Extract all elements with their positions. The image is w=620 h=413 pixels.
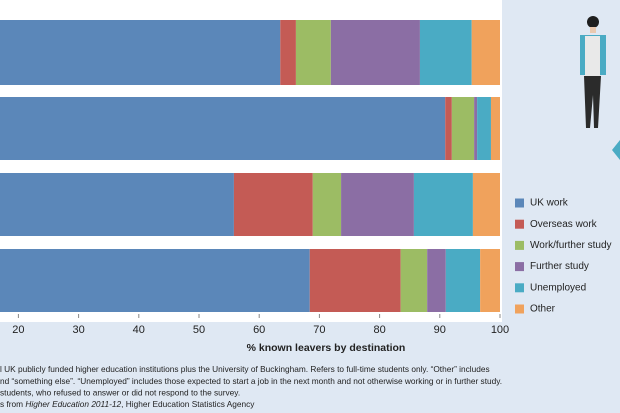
bar-segment bbox=[341, 173, 414, 236]
bar-segment bbox=[480, 249, 500, 312]
bar-segment bbox=[451, 97, 475, 160]
bar-segment bbox=[330, 20, 420, 85]
x-tick-label: 60 bbox=[253, 324, 265, 336]
x-tick-label: 30 bbox=[72, 324, 84, 336]
bar-segment bbox=[413, 173, 473, 236]
bar-segment bbox=[474, 97, 478, 160]
bar-segment bbox=[477, 97, 491, 160]
x-tick-label: 40 bbox=[133, 324, 145, 336]
bar-segment bbox=[419, 20, 472, 85]
bar-segment bbox=[309, 249, 401, 312]
x-tick-label: 50 bbox=[193, 324, 205, 336]
legend-label: Overseas work bbox=[530, 219, 598, 230]
source-prefix: s from bbox=[0, 399, 25, 409]
bar-segment bbox=[0, 20, 281, 85]
legend-swatch bbox=[515, 219, 524, 229]
bar-segment bbox=[472, 173, 500, 236]
bar-segment bbox=[445, 97, 452, 160]
bar-segment bbox=[471, 20, 500, 85]
bar-segment bbox=[445, 249, 481, 312]
legend-label: Other bbox=[530, 304, 556, 315]
source-italic: Higher Education 2011-12 bbox=[25, 399, 121, 409]
legend-swatch bbox=[515, 240, 524, 250]
legend-label: UK work bbox=[530, 198, 569, 209]
legend-swatch bbox=[515, 262, 524, 272]
legend-swatch bbox=[515, 198, 524, 208]
footnote: l UK publicly funded higher education in… bbox=[0, 364, 490, 374]
source: s from Higher Education 2011-12, Higher … bbox=[0, 399, 255, 409]
legend-label: Further study bbox=[530, 261, 589, 272]
x-tick-label: 100 bbox=[491, 324, 509, 336]
bar-segment bbox=[0, 249, 310, 312]
footnote: nd “something else”. “Unemployed” includ… bbox=[0, 376, 502, 386]
x-tick-label: 90 bbox=[434, 324, 446, 336]
bar-segment bbox=[312, 173, 342, 236]
legend-swatch bbox=[515, 304, 524, 314]
bar-segment bbox=[0, 173, 234, 236]
bar-segment bbox=[490, 97, 500, 160]
bar-segment bbox=[295, 20, 331, 85]
legend-swatch bbox=[515, 283, 524, 293]
x-tick-label: 80 bbox=[373, 324, 385, 336]
x-axis-title: % known leavers by destination bbox=[247, 342, 406, 354]
bar-segment bbox=[427, 249, 446, 312]
bar-segment bbox=[0, 97, 446, 160]
legend-label: Unemployed bbox=[530, 282, 586, 293]
person-illustration bbox=[580, 16, 620, 160]
bar-segment bbox=[280, 20, 296, 85]
bar-segment bbox=[400, 249, 428, 312]
legend-label: Work/further study bbox=[530, 240, 612, 251]
footnote: students, who refused to answer or did n… bbox=[0, 388, 240, 398]
bar-segment bbox=[233, 173, 313, 236]
x-tick-label: 70 bbox=[313, 324, 325, 336]
source-suffix: , Higher Education Statistics Agency bbox=[121, 399, 255, 409]
x-tick-label: 20 bbox=[12, 324, 24, 336]
